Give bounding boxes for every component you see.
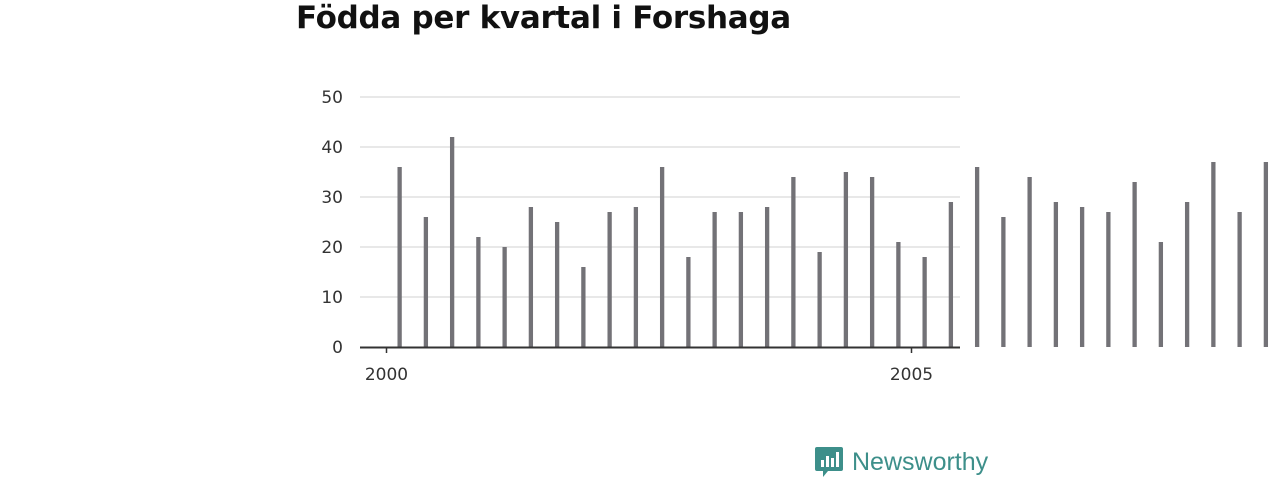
bar (449, 137, 455, 347)
y-tick-label: 0 (332, 338, 343, 358)
y-axis-ticks: 0 10 20 30 40 50 (321, 88, 343, 358)
bar (607, 212, 612, 347)
bar (869, 177, 875, 347)
bar (1053, 202, 1059, 347)
bar (948, 202, 954, 347)
bar (974, 167, 980, 347)
bar (1001, 217, 1006, 347)
bar (1106, 212, 1111, 347)
bar (764, 207, 770, 347)
bar (1263, 162, 1269, 347)
y-tick-label: 40 (321, 138, 343, 158)
bar (528, 207, 534, 347)
bar (1158, 242, 1164, 347)
y-tick-label: 20 (321, 238, 343, 258)
y-tick-label: 50 (321, 88, 343, 108)
bar (476, 237, 481, 347)
bar (817, 252, 822, 347)
bar (659, 167, 665, 347)
bar (423, 217, 429, 347)
bar (1079, 207, 1085, 347)
y-tick-label: 10 (321, 288, 343, 308)
bar (922, 257, 927, 347)
bar (843, 172, 849, 347)
logo-text: Newsworthy (852, 447, 989, 476)
bar (896, 242, 901, 347)
bar (581, 267, 586, 347)
x-axis-ticks: 200020052010201520202025 (365, 347, 933, 385)
y-tick-label: 30 (321, 188, 343, 208)
bar (633, 207, 639, 347)
bar (397, 167, 402, 347)
bar (554, 222, 560, 347)
newsworthy-logo-icon (815, 447, 843, 477)
bar (791, 177, 796, 347)
bar (738, 212, 744, 347)
bar (502, 247, 507, 347)
newsworthy-logo: Newsworthy (814, 445, 988, 479)
bar (1211, 162, 1216, 347)
bars (397, 137, 1269, 347)
x-tick-label: 2005 (890, 365, 933, 385)
bar (712, 212, 717, 347)
bar (1237, 212, 1242, 347)
bar (686, 257, 691, 347)
x-tick-label: 2000 (365, 365, 408, 385)
bar (1184, 202, 1190, 347)
bar (1027, 177, 1032, 347)
bar (1132, 182, 1137, 347)
chart-title: Födda per kvartal i Forshaga (296, 0, 791, 36)
